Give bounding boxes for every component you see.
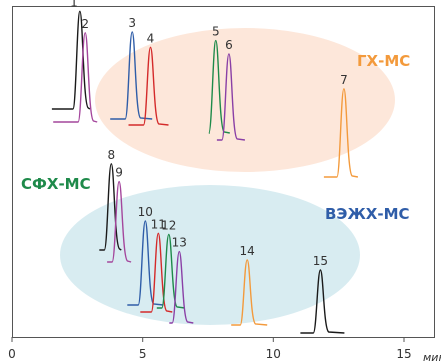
peak-5 — [208, 39, 230, 134]
region-label-hplc-ms: ВЭЖХ-МС — [325, 205, 410, 223]
x-tick-label-5: 5 — [139, 347, 147, 361]
region-label-gc-ms: ГХ-МС — [357, 52, 410, 70]
peak-label-15: 15 — [313, 254, 328, 268]
hplc-ms-region — [60, 185, 360, 325]
gc-ms-region — [95, 28, 395, 172]
peak-9 — [107, 180, 132, 263]
peak-label-8: 8 — [107, 148, 115, 162]
peak-label-12: 12 — [161, 219, 176, 233]
peak-label-13: 13 — [172, 236, 187, 250]
peak-label-14: 14 — [240, 244, 255, 258]
peak-8 — [99, 163, 122, 251]
peak-label-7: 7 — [340, 73, 348, 87]
peak-label-1: 1 — [70, 0, 78, 9]
plot-frame — [12, 6, 435, 338]
peak-7 — [323, 88, 359, 178]
peak-12 — [156, 233, 185, 309]
peak-label-3: 3 — [128, 16, 136, 30]
peak-13 — [169, 250, 194, 324]
region-label-sfc-ms: СФХ-МС — [21, 175, 91, 193]
peak-6 — [216, 53, 245, 141]
peak-2 — [53, 32, 98, 123]
peak-label-2: 2 — [81, 17, 89, 31]
x-axis-label: мин — [423, 351, 441, 362]
peak-3 — [110, 31, 153, 120]
peak-4 — [128, 46, 169, 126]
peak-label-5: 5 — [212, 25, 220, 39]
x-tick-label-0: 0 — [8, 347, 16, 361]
peak-label-10: 10 — [138, 205, 153, 219]
peak-label-6: 6 — [225, 38, 233, 52]
peak-14 — [231, 259, 268, 326]
peak-label-9: 9 — [115, 166, 123, 180]
peak-10 — [127, 220, 164, 306]
x-tick-label-10: 10 — [266, 347, 281, 361]
peak-label-4: 4 — [147, 31, 155, 45]
peak-1 — [51, 10, 91, 110]
x-axis-ticks: 0 5 10 15 — [8, 337, 412, 361]
x-tick-label-15: 15 — [396, 347, 411, 361]
peak-label-11: 11 — [151, 217, 166, 231]
peak-15 — [300, 269, 345, 334]
